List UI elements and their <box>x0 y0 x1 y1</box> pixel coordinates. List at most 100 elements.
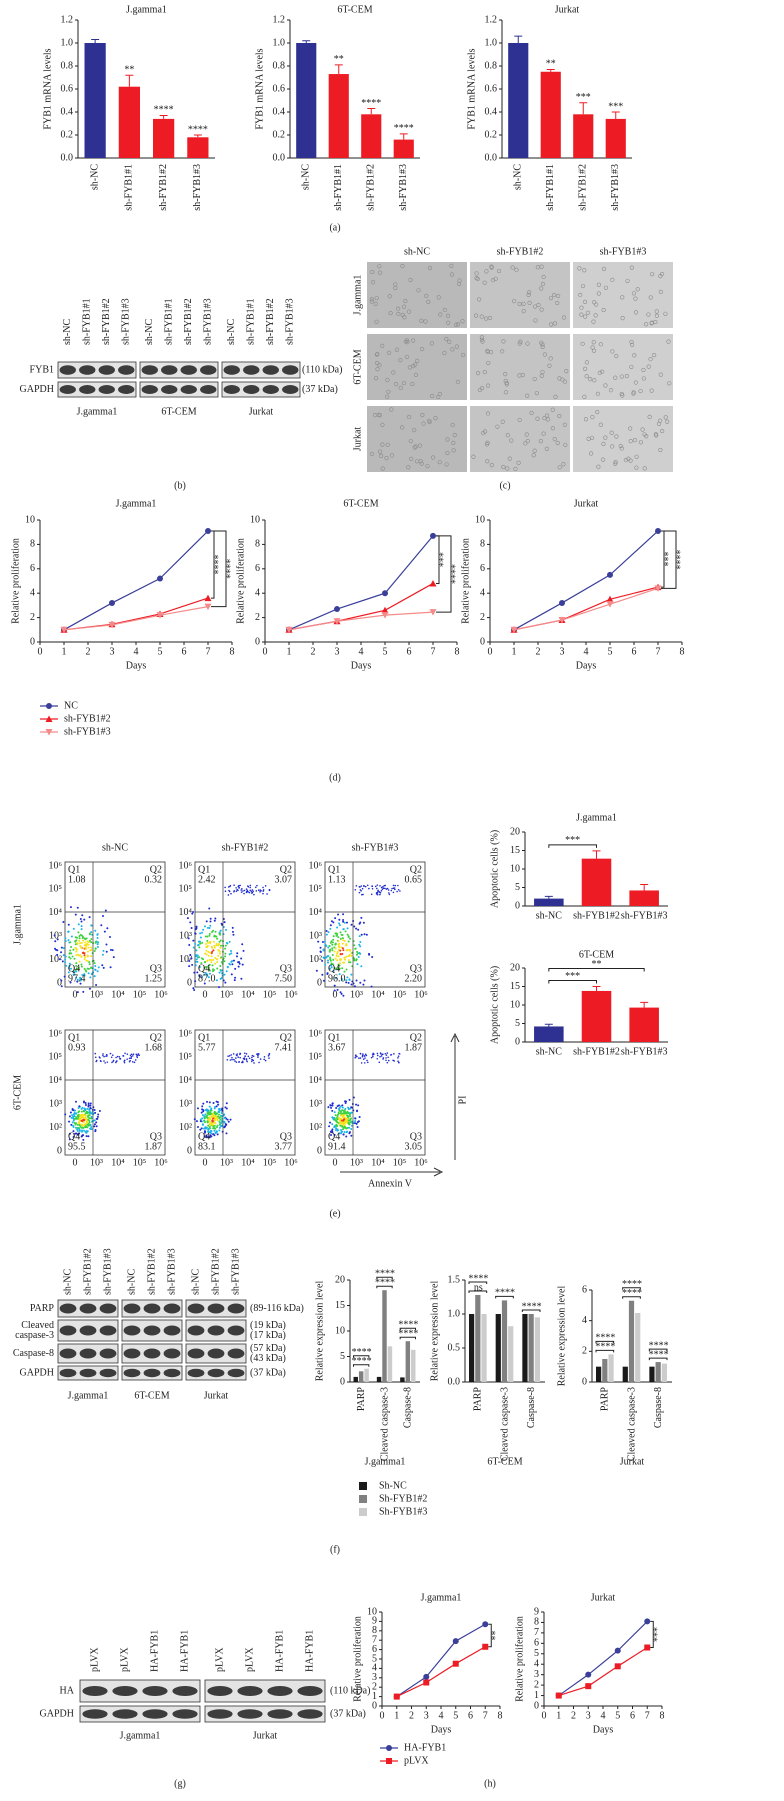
x-tick-label: 4 <box>134 646 139 657</box>
band <box>59 1325 77 1336</box>
cell <box>531 453 536 458</box>
event-dot <box>347 940 350 943</box>
bar <box>608 1354 614 1382</box>
event-dot <box>334 947 337 950</box>
panel-label: (d) <box>329 772 341 783</box>
bracket <box>521 1309 541 1312</box>
y-tick-label: 10² <box>49 954 62 965</box>
quadrant-value: 91.4 <box>328 1141 346 1152</box>
event-dot <box>72 1130 75 1133</box>
cell <box>539 340 544 345</box>
band <box>207 1303 225 1314</box>
event-dot <box>262 886 264 889</box>
chart-title: Jurkat <box>591 1592 616 1603</box>
chart-title: 6T-CEM <box>579 949 614 960</box>
cell <box>496 268 502 274</box>
event-dot <box>332 921 335 924</box>
quadrant-name: Q2 <box>280 864 292 875</box>
quadrant-name: Q2 <box>150 1032 162 1043</box>
y-tick-label: 1.2 <box>485 14 498 25</box>
event-dot <box>193 971 196 974</box>
event-dot <box>355 953 358 956</box>
event-dot <box>70 935 73 938</box>
cell <box>480 386 485 391</box>
event-dot <box>103 1055 105 1058</box>
cell <box>603 285 609 290</box>
x-tick-label: sh-FYB1#1 <box>124 164 135 211</box>
event-dot <box>195 958 198 961</box>
event-dot <box>68 1138 71 1141</box>
cell <box>445 450 450 456</box>
group-label: 6T-CEM <box>134 1390 169 1401</box>
event-dot <box>345 955 348 958</box>
event-dot <box>241 1061 243 1064</box>
event-dot <box>364 885 367 888</box>
series-line <box>63 530 209 631</box>
y-tick-label: 10 <box>510 863 520 874</box>
band <box>227 1368 245 1378</box>
event-dot <box>208 963 211 966</box>
quadrant-name: Q3 <box>410 963 422 974</box>
x-tick-label: sh-FYB1#3 <box>610 164 621 211</box>
cell <box>373 376 379 381</box>
event-dot <box>64 940 67 943</box>
y-tick-label: 20 <box>510 962 520 973</box>
cell <box>521 309 526 314</box>
y-tick-label: 10⁴ <box>309 1075 323 1086</box>
lane-label: sh-NC <box>190 1269 201 1295</box>
event-dot <box>393 887 396 889</box>
quadrant-name: Q4 <box>68 963 80 974</box>
event-dot <box>85 1120 88 1123</box>
event-dot <box>228 953 231 956</box>
event-dot <box>216 937 219 940</box>
x-tick-label: 1 <box>394 1710 399 1721</box>
cell <box>532 448 537 453</box>
event-dot <box>356 952 359 955</box>
cell <box>658 273 663 279</box>
event-dot <box>218 1107 221 1110</box>
cell <box>479 335 484 340</box>
event-dot <box>74 1100 77 1103</box>
event-dot <box>90 1126 93 1129</box>
event-dot <box>345 943 348 946</box>
y-tick-label: 1.0 <box>61 37 74 48</box>
event-dot <box>354 1056 356 1059</box>
event-dot <box>386 1052 389 1054</box>
event-dot <box>266 893 268 895</box>
event-dot <box>340 1132 343 1135</box>
cell <box>628 458 633 463</box>
x-tick-label: 0 <box>488 646 493 657</box>
event-dot <box>187 937 190 940</box>
cell <box>445 313 451 318</box>
event-dot <box>256 1053 258 1055</box>
event-dot <box>97 941 100 944</box>
y-tick-label: 0.6 <box>61 83 74 94</box>
x-tick-label: sh-FYB1#3 <box>192 164 203 211</box>
event-dot <box>78 935 81 938</box>
quadrant-name: Q3 <box>280 963 292 974</box>
event-dot <box>195 1120 198 1123</box>
significance: **** <box>361 98 381 109</box>
event-dot <box>215 1100 218 1103</box>
event-dot <box>344 958 347 961</box>
y-tick-label: 0.2 <box>485 129 498 140</box>
y-tick-label: 0 <box>480 636 485 647</box>
cell <box>523 441 528 446</box>
event-dot <box>84 1122 87 1125</box>
x-tick-label: 10⁶ <box>414 1157 428 1168</box>
event-dot <box>246 1060 248 1063</box>
panel-label: (h) <box>484 1778 496 1789</box>
event-dot <box>386 1061 389 1064</box>
band <box>82 1686 108 1696</box>
event-dot <box>90 1112 93 1115</box>
error-bar <box>125 74 134 87</box>
point <box>559 599 565 606</box>
cell <box>628 439 633 444</box>
band <box>79 1325 97 1336</box>
blot-panel <box>204 1679 326 1703</box>
quadrant-name: Q3 <box>150 1131 162 1142</box>
event-dot <box>336 959 339 962</box>
x-axis-label: Days <box>593 1724 614 1735</box>
event-dot <box>212 1117 215 1120</box>
event-dot <box>209 1111 212 1114</box>
